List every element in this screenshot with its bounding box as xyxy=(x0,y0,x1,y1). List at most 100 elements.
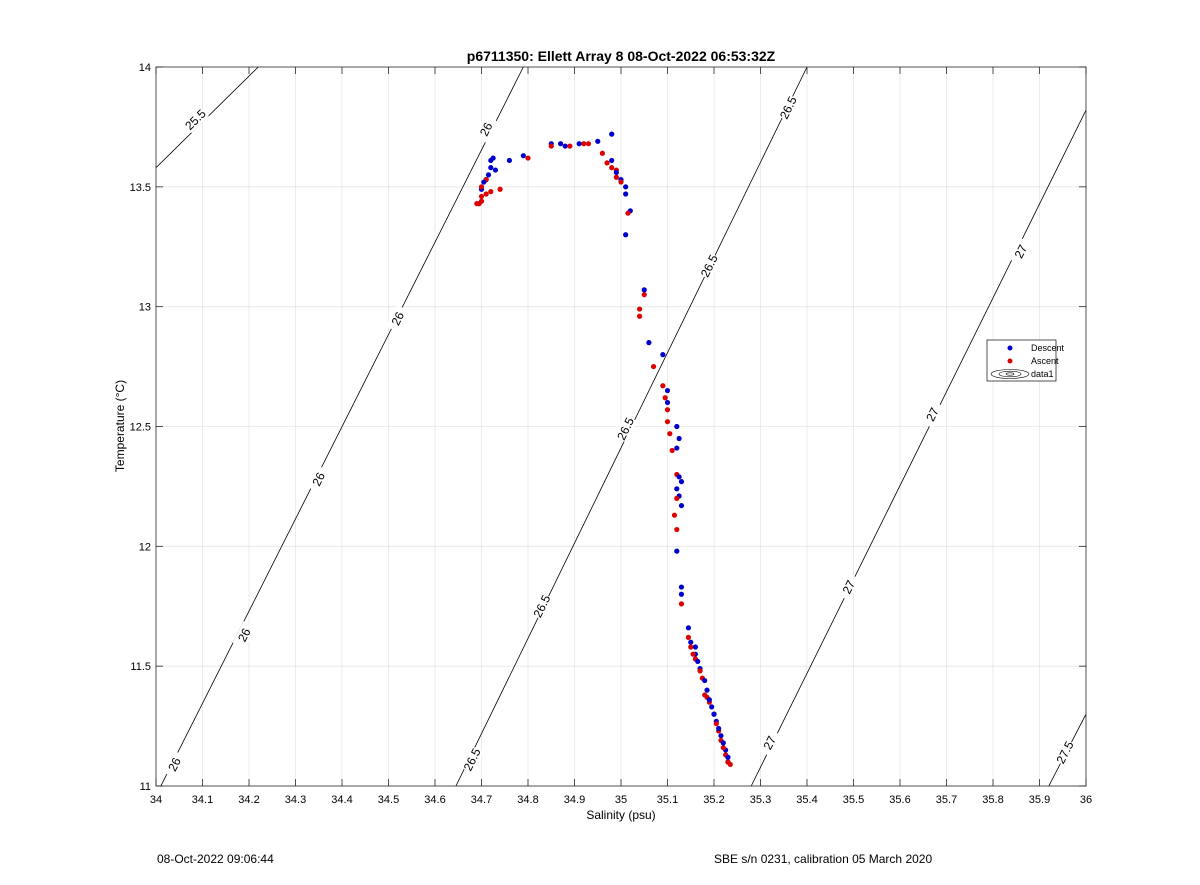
descent-point xyxy=(664,399,671,406)
contour-label: 27 xyxy=(761,733,780,751)
ascent-point xyxy=(664,407,671,413)
contour-label-bg xyxy=(1009,237,1033,266)
y-axis-label: Temperature (°C) xyxy=(113,380,127,472)
ascent-point xyxy=(697,668,703,674)
ascent-point xyxy=(713,721,719,727)
ascent-point xyxy=(669,447,675,454)
x-tick-label: 36 xyxy=(1080,794,1092,806)
ascent-point xyxy=(478,198,485,204)
descent-point xyxy=(720,740,726,746)
descent-point xyxy=(704,687,710,693)
descent-point xyxy=(641,287,647,293)
ascent-point xyxy=(678,601,685,607)
descent-point xyxy=(609,157,615,164)
contour-label: 27 xyxy=(1012,242,1031,260)
x-tick-label: 35.3 xyxy=(750,794,771,806)
contour-line xyxy=(750,109,1086,786)
ascent-point xyxy=(625,210,631,216)
y-tick-label: 12.5 xyxy=(130,422,151,434)
ascent-point xyxy=(688,644,694,650)
y-tick-label: 12 xyxy=(139,541,151,553)
descent-point xyxy=(623,232,629,238)
descent-point xyxy=(676,474,682,480)
contour-label-bg xyxy=(614,415,638,443)
descent-point xyxy=(678,584,685,590)
x-tick-label: 34.3 xyxy=(285,794,306,806)
ascent-point xyxy=(567,143,573,149)
descent-point xyxy=(678,479,685,485)
legend-contour-icon xyxy=(990,369,1030,379)
descent-point xyxy=(674,486,680,492)
descent-point xyxy=(678,591,685,597)
contour-line xyxy=(160,67,524,786)
descent-point xyxy=(678,502,685,509)
ascent-point xyxy=(637,306,643,312)
x-tick-label: 34.1 xyxy=(192,794,213,806)
ascent-point xyxy=(609,165,615,171)
ascent-point xyxy=(525,155,531,161)
contour-label-bg xyxy=(758,728,782,757)
contour-label-bg xyxy=(474,115,498,144)
contour-label-bg xyxy=(162,750,187,779)
ascent-point xyxy=(650,363,657,370)
descent-point xyxy=(488,165,494,171)
ascent-point xyxy=(674,495,680,501)
x-axis-label: Salinity (psu) xyxy=(586,808,655,822)
x-tick-label: 35.1 xyxy=(657,794,678,806)
contour-label-bg xyxy=(386,304,410,333)
contour-label-bg xyxy=(776,93,800,122)
descent-point xyxy=(685,625,692,631)
x-tick-label: 34.2 xyxy=(238,794,259,806)
contour-label-bg xyxy=(460,745,484,774)
descent-point xyxy=(557,141,564,147)
ascent-point xyxy=(548,143,554,149)
descent-point xyxy=(702,677,708,684)
ascent-point xyxy=(599,150,606,156)
descent-point xyxy=(562,143,568,149)
ascent-point xyxy=(618,179,624,185)
x-tick-label: 34.9 xyxy=(564,794,585,806)
contour-label-bg xyxy=(530,592,554,621)
descent-point xyxy=(609,131,615,137)
ascent-point xyxy=(641,292,647,298)
contour-label-bg xyxy=(920,400,945,429)
legend-marker-descent xyxy=(1007,345,1013,351)
ascent-point xyxy=(497,186,503,192)
chart-title: p6711350: Ellett Array 8 08-Oct-2022 06:… xyxy=(467,48,776,64)
ascent-point xyxy=(720,745,726,751)
x-tick-label: 35.2 xyxy=(703,794,724,806)
x-tick-label: 34.8 xyxy=(517,794,538,806)
x-tick-label: 35.9 xyxy=(1029,794,1050,806)
y-tick-label: 11.5 xyxy=(130,661,151,673)
legend-label-descent: Descent xyxy=(1031,343,1065,353)
ascent-point xyxy=(488,189,494,195)
descent-point xyxy=(646,340,652,346)
descent-point xyxy=(623,184,629,190)
y-tick-label: 13 xyxy=(139,302,151,314)
contour-label: 26 xyxy=(477,120,496,139)
ascent-point xyxy=(662,395,668,401)
axis-ticks: 34 34.1 34.2 34.3 34.4 34.5 34.6 34.7 34.8 34.9 35… xyxy=(130,62,1093,806)
ascent-point xyxy=(664,419,671,425)
legend-box xyxy=(986,339,1057,382)
contour-label: 26 xyxy=(389,309,408,328)
ascent-point xyxy=(727,761,733,768)
legend-label-data1: data1 xyxy=(1031,369,1054,379)
descent-point xyxy=(688,639,694,645)
descent-point xyxy=(674,423,680,430)
x-tick-label: 34.4 xyxy=(331,794,352,806)
descent-point xyxy=(520,153,526,159)
descent-point xyxy=(576,141,582,147)
descent-point xyxy=(674,445,680,451)
descent-point xyxy=(674,548,680,554)
x-tick-label: 35.7 xyxy=(936,794,957,806)
descent-point xyxy=(725,754,731,760)
descent-point xyxy=(709,704,715,710)
contour-label: 27 xyxy=(840,578,859,596)
contour-label-bg xyxy=(1053,738,1077,767)
x-tick-label: 34 xyxy=(150,794,162,806)
descent-point xyxy=(695,658,701,664)
legend-label-ascent: Ascent xyxy=(1031,356,1059,366)
ascent-point xyxy=(478,184,485,190)
